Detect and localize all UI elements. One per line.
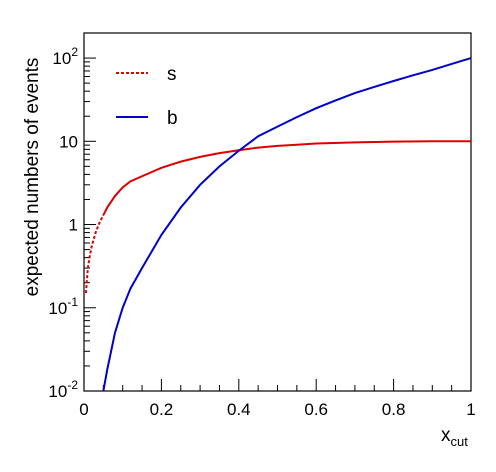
series-line-s-dashed — [84, 214, 105, 294]
legend-label-s: s — [167, 64, 177, 85]
plot-frame — [83, 32, 472, 392]
y-tick-label: 10-1 — [48, 295, 78, 318]
y-tick-label: 10-2 — [48, 378, 78, 401]
x-tick-label: 0.2 — [150, 400, 174, 419]
series-line-s — [102, 140, 471, 216]
series-line-b — [102, 57, 472, 392]
x-axis-ticks: 0 0.2 0.4 0.6 0.8 1 — [79, 379, 476, 419]
y-tick-label: 10 — [59, 132, 78, 151]
x-tick-label: 1 — [466, 400, 475, 419]
series-layer — [84, 57, 472, 392]
x-axis-title-sub: cut — [451, 434, 469, 449]
legend-label-b: b — [167, 108, 178, 129]
x-tick-label: 0.6 — [304, 400, 328, 419]
x-tick-label: 0 — [79, 400, 88, 419]
y-axis-ticks: 10-2 10-1 1 10 102 — [48, 32, 96, 401]
x-axis-title: xcut — [441, 425, 468, 449]
y-axis-title: expected numbers of events — [22, 58, 43, 297]
y-tick-label: 102 — [52, 45, 78, 68]
x-tick-label: 0.8 — [382, 400, 406, 419]
legend: s b — [116, 64, 178, 129]
y-tick-label: 1 — [69, 216, 78, 235]
x-tick-label: 0.4 — [227, 400, 251, 419]
x-axis-title-main: x — [441, 425, 451, 446]
